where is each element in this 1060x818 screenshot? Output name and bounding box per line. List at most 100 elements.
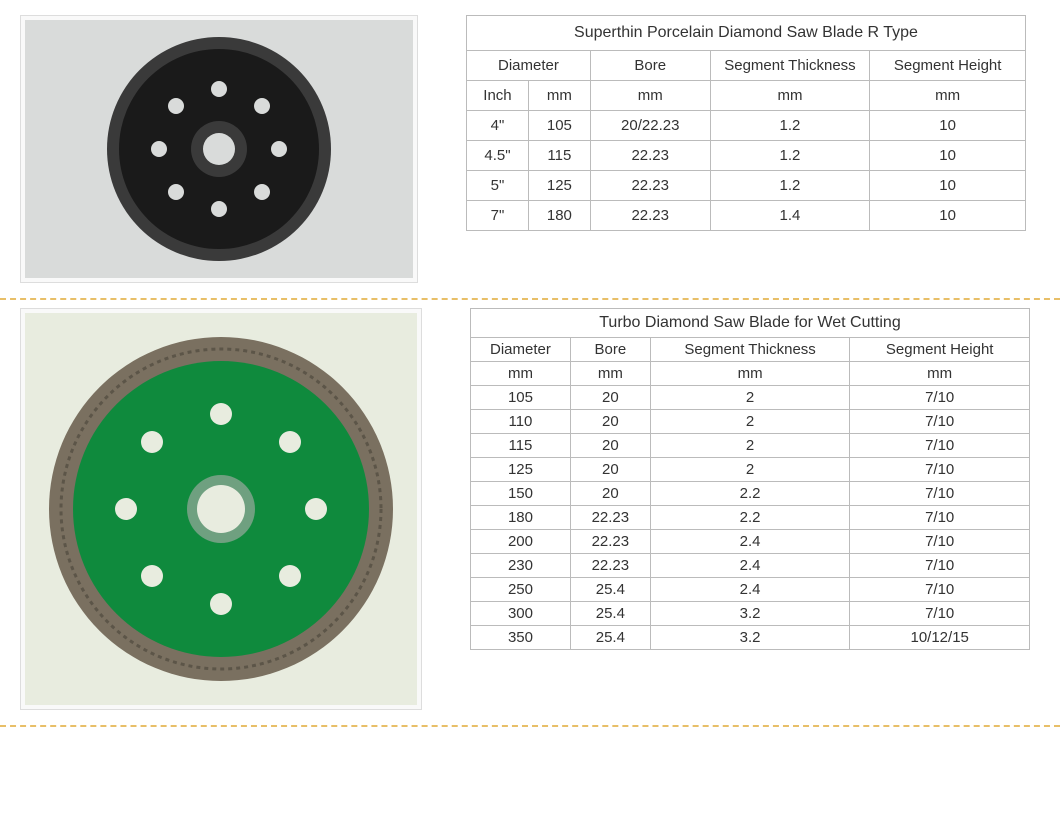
table-cell: 10	[870, 201, 1026, 231]
table-cell: 25.4	[570, 578, 650, 602]
table-title: Superthin Porcelain Diamond Saw Blade R …	[467, 16, 1026, 51]
table-cell: 230	[471, 554, 571, 578]
table-cell: 115	[528, 141, 590, 171]
table-cell: 1.4	[710, 201, 870, 231]
table-cell: 22.23	[570, 554, 650, 578]
table-row: 20022.232.47/10	[471, 530, 1030, 554]
table-row: 30025.43.27/10	[471, 602, 1030, 626]
table-cell: 1.2	[710, 171, 870, 201]
table-cell: 3.2	[650, 602, 850, 626]
col-seg-height: Segment Height	[850, 338, 1030, 362]
product-image-box-2	[20, 308, 422, 710]
table-cell: 20/22.23	[590, 111, 710, 141]
table-cell: 250	[471, 578, 571, 602]
table-cell: 110	[471, 410, 571, 434]
table-cell: 2	[650, 458, 850, 482]
table-row: 25025.42.47/10	[471, 578, 1030, 602]
table-row: 1102027/10	[471, 410, 1030, 434]
table-cell: 350	[471, 626, 571, 650]
table-cell: 22.23	[570, 530, 650, 554]
saw-blade-icon	[46, 334, 396, 684]
table-cell: 10	[870, 171, 1026, 201]
table-cell: 7/10	[850, 578, 1030, 602]
table-cell: 3.2	[650, 626, 850, 650]
table-cell: 22.23	[590, 201, 710, 231]
table-cell: 2	[650, 410, 850, 434]
table-cell: 2.4	[650, 530, 850, 554]
table-cell: 200	[471, 530, 571, 554]
table-cell: 25.4	[570, 626, 650, 650]
table-cell: 7/10	[850, 602, 1030, 626]
table-cell: 7/10	[850, 506, 1030, 530]
table-body-1: 4"10520/22.231.2104.5"11522.231.2105"125…	[467, 111, 1026, 231]
table-cell: 10	[870, 141, 1026, 171]
table-cell: 1.2	[710, 141, 870, 171]
table-row: 1252027/10	[471, 458, 1030, 482]
col-seg-thickness: Segment Thickness	[650, 338, 850, 362]
product-image-2	[25, 313, 417, 705]
table-row: 1152027/10	[471, 434, 1030, 458]
table-row: 23022.232.47/10	[471, 554, 1030, 578]
table-cell: 105	[471, 386, 571, 410]
spec-table-1: Superthin Porcelain Diamond Saw Blade R …	[466, 15, 1026, 231]
header-row: Diameter Bore Segment Thickness Segment …	[467, 51, 1026, 81]
table-cell: 7/10	[850, 554, 1030, 578]
table-cell: 300	[471, 602, 571, 626]
table-cell: 115	[471, 434, 571, 458]
table-cell: 22.23	[590, 141, 710, 171]
table-cell: 22.23	[570, 506, 650, 530]
table-cell: 20	[570, 458, 650, 482]
table-row: 5"12522.231.210	[467, 171, 1026, 201]
table-cell: 20	[570, 482, 650, 506]
table-cell: 10/12/15	[850, 626, 1030, 650]
product-section-2: Turbo Diamond Saw Blade for Wet Cutting …	[0, 300, 1060, 725]
table-cell: 180	[528, 201, 590, 231]
table-cell: 2	[650, 386, 850, 410]
table-cell: 2	[650, 434, 850, 458]
table-cell: 2.4	[650, 578, 850, 602]
product-image-1	[25, 20, 413, 278]
table-cell: 10	[870, 111, 1026, 141]
table-cell: 7/10	[850, 458, 1030, 482]
table-cell: 7/10	[850, 530, 1030, 554]
table-cell: 7/10	[850, 482, 1030, 506]
table-cell: 5"	[467, 171, 529, 201]
table-cell: 150	[471, 482, 571, 506]
col-diameter: Diameter	[471, 338, 571, 362]
table-cell: 25.4	[570, 602, 650, 626]
table-cell: 7/10	[850, 386, 1030, 410]
col-diameter: Diameter	[467, 51, 591, 81]
table-row: 18022.232.27/10	[471, 506, 1030, 530]
table-row: 150202.27/10	[471, 482, 1030, 506]
col-seg-height: Segment Height	[870, 51, 1026, 81]
table-cell: 180	[471, 506, 571, 530]
table-cell: 1.2	[710, 111, 870, 141]
table-cell: 2.4	[650, 554, 850, 578]
table-cell: 7/10	[850, 410, 1030, 434]
table-cell: 7/10	[850, 434, 1030, 458]
table-row: 4"10520/22.231.210	[467, 111, 1026, 141]
table-cell: 7"	[467, 201, 529, 231]
section-divider-2	[0, 725, 1060, 727]
col-seg-thickness: Segment Thickness	[710, 51, 870, 81]
table-cell: 105	[528, 111, 590, 141]
table-row: 35025.43.210/12/15	[471, 626, 1030, 650]
units-row: mm mm mm mm	[471, 362, 1030, 386]
table-title: Turbo Diamond Saw Blade for Wet Cutting	[471, 309, 1030, 338]
saw-blade-icon	[104, 34, 334, 264]
table-row: 1052027/10	[471, 386, 1030, 410]
table-cell: 20	[570, 386, 650, 410]
col-bore: Bore	[590, 51, 710, 81]
table-cell: 20	[570, 434, 650, 458]
table-cell: 2.2	[650, 482, 850, 506]
spec-table-2: Turbo Diamond Saw Blade for Wet Cutting …	[470, 308, 1030, 650]
table-cell: 2.2	[650, 506, 850, 530]
table-cell: 22.23	[590, 171, 710, 201]
header-row: Diameter Bore Segment Thickness Segment …	[471, 338, 1030, 362]
table-body-2: 1052027/101102027/101152027/101252027/10…	[471, 386, 1030, 650]
col-bore: Bore	[570, 338, 650, 362]
product-section-1: Superthin Porcelain Diamond Saw Blade R …	[0, 0, 1060, 298]
product-image-box-1	[20, 15, 418, 283]
units-row: Inch mm mm mm mm	[467, 81, 1026, 111]
table-cell: 20	[570, 410, 650, 434]
